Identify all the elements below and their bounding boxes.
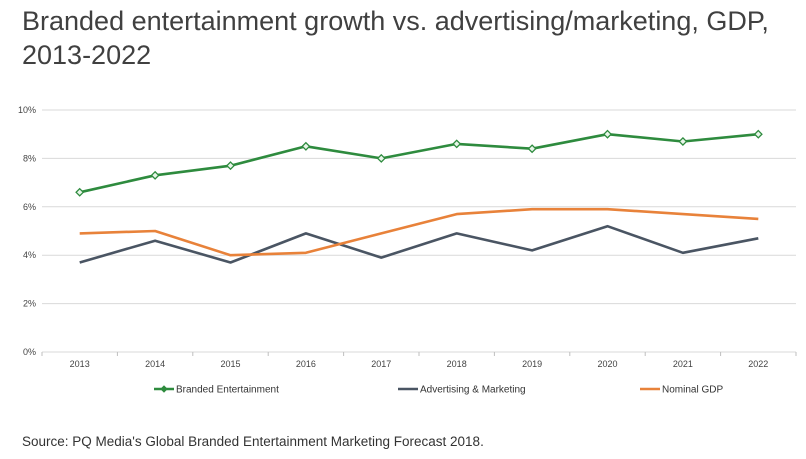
y-tick-label: 6% xyxy=(23,202,36,212)
x-tick-label: 2019 xyxy=(522,359,542,369)
y-tick-label: 2% xyxy=(23,299,36,309)
x-tick-label: 2015 xyxy=(220,359,240,369)
data-point-marker xyxy=(376,153,386,163)
x-tick-label: 2017 xyxy=(371,359,391,369)
x-tick-label: 2022 xyxy=(748,359,768,369)
series-line-nominal-gdp xyxy=(79,207,759,257)
series-line-branded-entertainment xyxy=(79,132,759,194)
y-tick-label: 4% xyxy=(23,250,36,260)
data-point-marker xyxy=(527,144,537,154)
x-tick-label: 2016 xyxy=(296,359,316,369)
legend-label: Nominal GDP xyxy=(662,385,723,396)
data-point-marker xyxy=(150,170,160,180)
line-chart: 0% 2% 4% 6% 8% 10% 2013 2014 2015 2016 2017 2018 201… xyxy=(18,105,797,396)
data-point-marker xyxy=(75,187,85,197)
x-tick-label: 2018 xyxy=(447,359,467,369)
data-point-marker xyxy=(678,136,688,146)
data-point-marker xyxy=(602,129,613,139)
data-point-marker xyxy=(753,129,763,139)
legend-marker xyxy=(160,385,168,393)
series-line-advertising-marketing xyxy=(79,224,759,264)
legend-label: Advertising & Marketing xyxy=(420,385,526,396)
chart-title: Branded entertainment growth vs. adverti… xyxy=(22,6,769,70)
y-tick-label: 8% xyxy=(23,153,36,163)
source-note: Source: PQ Media's Global Branded Entert… xyxy=(22,434,484,449)
data-point-marker xyxy=(452,139,462,149)
data-point-marker xyxy=(301,141,311,151)
x-tick-label: 2014 xyxy=(145,359,165,369)
chart-area: 0% 2% 4% 6% 8% 10% 2013 2014 2015 2016 2017 2018 201… xyxy=(0,98,806,398)
x-tick-label: 2020 xyxy=(597,359,617,369)
y-tick-label: 0% xyxy=(23,347,36,357)
x-tick-label: 2013 xyxy=(70,359,90,369)
y-tick-label: 10% xyxy=(18,105,36,115)
data-point-marker xyxy=(225,161,236,171)
legend-label: Branded Entertainment xyxy=(176,385,279,396)
x-tick-label: 2021 xyxy=(673,359,693,369)
